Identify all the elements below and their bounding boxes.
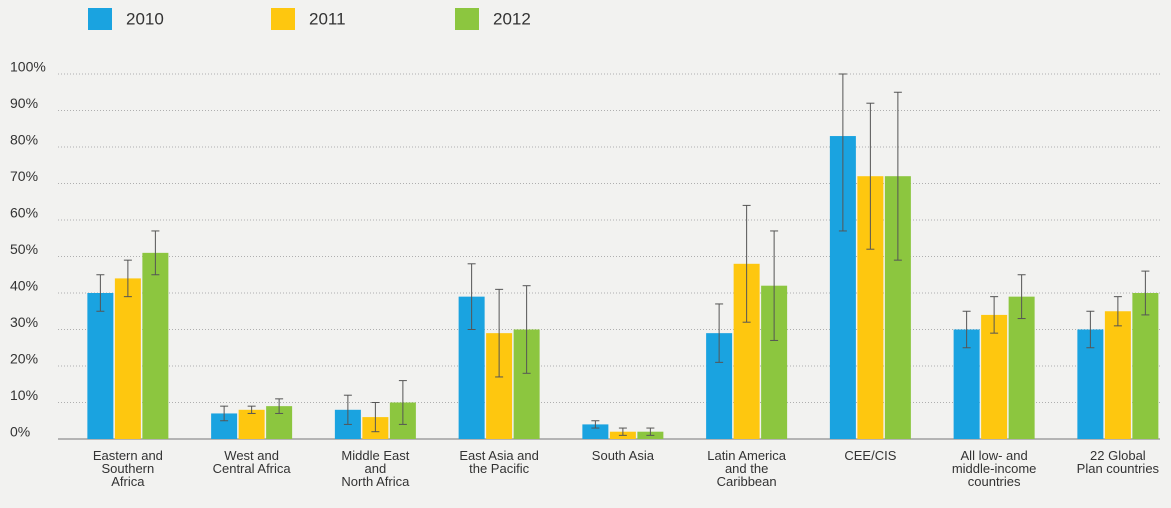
y-tick-label: 40% bbox=[10, 278, 38, 294]
legend-swatch bbox=[88, 8, 112, 30]
y-tick-label: 20% bbox=[10, 351, 38, 367]
x-tick-label: Eastern and Southern Africa bbox=[93, 448, 163, 489]
y-tick-label: 80% bbox=[10, 132, 38, 148]
y-tick-label: 0% bbox=[10, 424, 30, 440]
x-tick-label: 22 Global Plan countries bbox=[1077, 448, 1160, 476]
y-tick-label: 60% bbox=[10, 205, 38, 221]
bar bbox=[87, 293, 114, 439]
x-tick-label: Middle East and North Africa bbox=[341, 448, 410, 489]
x-tick-label: All low- and middle-income countries bbox=[952, 448, 1037, 489]
x-tick-label: Latin America and the Caribbean bbox=[707, 448, 787, 489]
bar bbox=[1132, 293, 1159, 439]
bar bbox=[238, 409, 265, 439]
x-tick-label: West and Central Africa bbox=[213, 448, 292, 476]
legend-label: 2011 bbox=[309, 9, 346, 28]
x-tick-label: East Asia and the Pacific bbox=[459, 448, 539, 476]
legend-label: 2012 bbox=[493, 9, 531, 28]
legend-swatch bbox=[455, 8, 479, 30]
x-tick-label: CEE/CIS bbox=[844, 448, 896, 463]
bar bbox=[981, 314, 1008, 439]
bar bbox=[1008, 296, 1035, 439]
y-tick-label: 50% bbox=[10, 241, 38, 257]
y-tick-label: 70% bbox=[10, 168, 38, 184]
y-tick-label: 90% bbox=[10, 95, 38, 111]
bar bbox=[114, 278, 141, 439]
bar bbox=[142, 252, 169, 439]
legend-label: 2010 bbox=[126, 9, 164, 28]
bar bbox=[1104, 311, 1131, 439]
bar bbox=[582, 424, 609, 439]
y-tick-label: 10% bbox=[10, 387, 38, 403]
legend-swatch bbox=[271, 8, 295, 30]
y-tick-label: 100% bbox=[10, 59, 46, 75]
x-tick-label: South Asia bbox=[592, 448, 655, 463]
y-tick-label: 30% bbox=[10, 314, 38, 330]
